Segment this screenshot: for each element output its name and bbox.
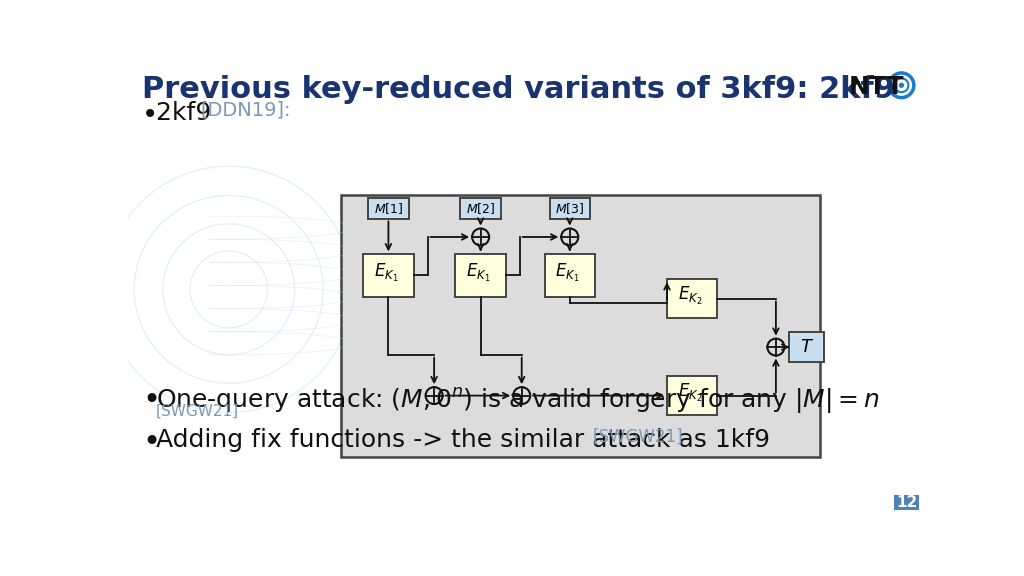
FancyBboxPatch shape [456,255,506,297]
FancyBboxPatch shape [667,376,718,415]
Text: •: • [142,428,160,457]
Text: 2kf9: 2kf9 [156,101,219,124]
Text: One-query attack: $(M, 0^n)$ is a valid forgery for any $|M| = n$: One-query attack: $(M, 0^n)$ is a valid … [156,385,880,416]
FancyBboxPatch shape [790,332,824,362]
Text: $E_{K_1}$: $E_{K_1}$ [374,262,398,284]
FancyBboxPatch shape [545,255,595,297]
Text: Adding fix functions -> the similar attack as 1kf9: Adding fix functions -> the similar atta… [156,428,778,452]
FancyBboxPatch shape [895,495,920,510]
FancyBboxPatch shape [461,199,501,218]
Text: Previous key-reduced variants of 3kf9: 2kf9: Previous key-reduced variants of 3kf9: 2… [142,75,895,104]
FancyBboxPatch shape [341,195,820,457]
Text: $E_{K_2}$: $E_{K_2}$ [678,285,702,308]
Text: [SWGW21]: [SWGW21] [156,404,239,419]
Text: 12: 12 [896,495,918,510]
Text: $T$: $T$ [800,338,814,356]
FancyBboxPatch shape [364,255,414,297]
Text: •: • [142,385,160,415]
FancyBboxPatch shape [667,279,718,318]
FancyBboxPatch shape [369,199,409,218]
Text: [DDN19]:: [DDN19]: [201,101,292,120]
Circle shape [899,84,903,87]
Text: $E_{K_2}$: $E_{K_2}$ [678,382,702,404]
FancyBboxPatch shape [550,199,590,218]
Text: $E_{K_1}$: $E_{K_1}$ [555,262,580,284]
Text: $M[3]$: $M[3]$ [555,201,585,216]
Text: [SWGW21]: [SWGW21] [593,428,684,446]
Text: $M[1]$: $M[1]$ [374,201,403,216]
Text: $M[2]$: $M[2]$ [466,201,496,216]
Text: •: • [142,101,158,128]
Text: $E_{K_1}$: $E_{K_1}$ [466,262,490,284]
Text: NTT: NTT [849,75,904,99]
